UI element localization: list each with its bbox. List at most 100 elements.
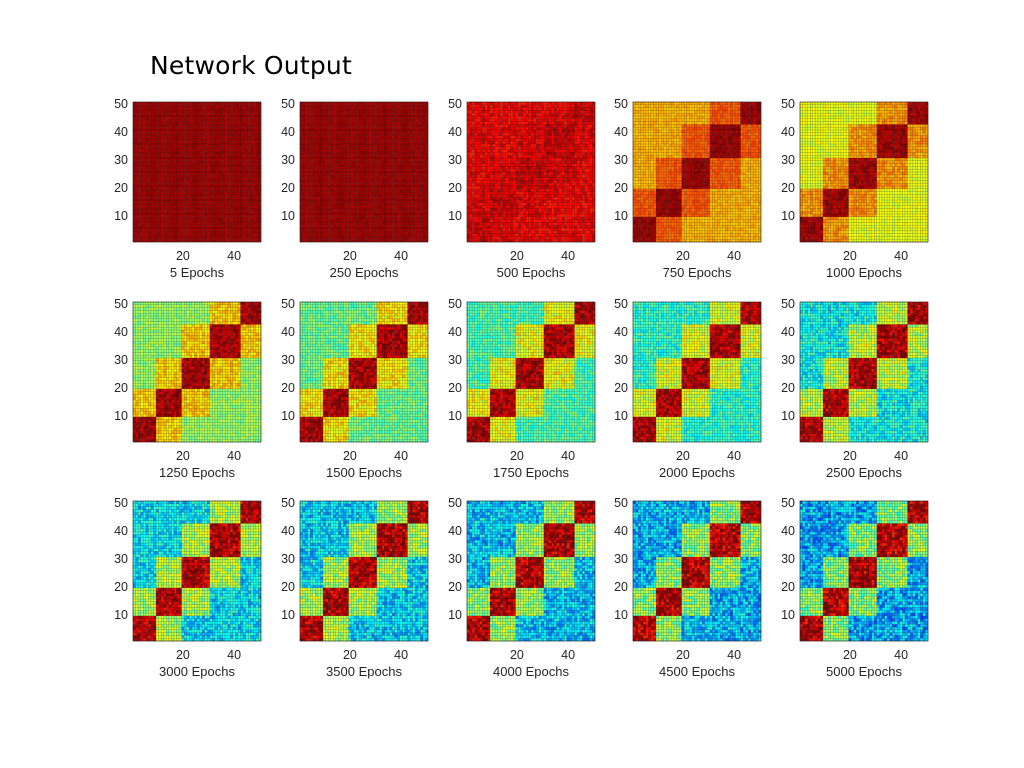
heatmap-cell	[251, 127, 254, 130]
heatmap-cell	[179, 225, 182, 228]
heatmap-cell	[136, 220, 139, 223]
heatmap-cell	[212, 180, 215, 183]
heatmap-cell	[258, 183, 261, 186]
heatmap-cell	[187, 150, 190, 153]
heatmap-cell	[425, 236, 428, 239]
heatmap-cell	[235, 222, 238, 225]
heatmap-cell	[159, 113, 162, 116]
heatmap-cell	[243, 138, 246, 141]
heatmap-cell	[246, 158, 249, 161]
heatmap-cell	[159, 169, 162, 172]
heatmap-cell	[187, 189, 190, 192]
heatmap-cell	[136, 203, 139, 206]
heatmap-cell	[243, 110, 246, 113]
heatmap-cell	[202, 178, 205, 181]
heatmap-cell	[141, 116, 144, 119]
heatmap-cell	[192, 194, 195, 197]
heatmap-cell	[202, 189, 205, 192]
heatmap-cell	[159, 178, 162, 181]
heatmap-cell	[156, 200, 159, 203]
heatmap-cell	[171, 164, 174, 167]
heatmap-cell	[402, 234, 405, 237]
heatmap-cell	[215, 200, 218, 203]
heatmap-cell	[177, 220, 180, 223]
heatmap-cell	[246, 225, 249, 228]
heatmap-cell	[143, 239, 146, 242]
heatmap-cell	[156, 169, 159, 172]
heatmap-cell	[241, 186, 244, 189]
heatmap-panel-5: 102030405020 405 Epochs	[114, 97, 261, 280]
heatmap-cell	[246, 178, 249, 181]
heatmap-cell	[248, 166, 251, 169]
heatmap-cell	[212, 183, 215, 186]
heatmap-cell	[215, 220, 218, 223]
heatmap-cell	[141, 147, 144, 150]
heatmap-cell	[161, 138, 164, 141]
heatmap-cell	[164, 130, 167, 133]
heatmap-cell	[179, 200, 182, 203]
heatmap-cell	[251, 119, 254, 122]
heatmap-cell	[161, 192, 164, 195]
heatmap-cell	[230, 228, 233, 231]
heatmap-cell	[215, 155, 218, 158]
heatmap-cell	[179, 110, 182, 113]
heatmap-cell	[171, 208, 174, 211]
heatmap-cell	[225, 119, 228, 122]
heatmap-cell	[241, 194, 244, 197]
heatmap-cell	[169, 130, 172, 133]
heatmap-cell	[197, 180, 200, 183]
heatmap-cell	[230, 192, 233, 195]
heatmap-cell	[156, 152, 159, 155]
heatmap-cell	[194, 147, 197, 150]
heatmap-cell	[235, 147, 238, 150]
heatmap-cell	[184, 155, 187, 158]
heatmap-cell	[182, 158, 185, 161]
heatmap-cell	[331, 234, 334, 237]
heatmap-cell	[171, 158, 174, 161]
heatmap-cell	[141, 200, 144, 203]
heatmap-cell	[194, 133, 197, 136]
heatmap-cell	[202, 214, 205, 217]
heatmap-cell	[243, 208, 246, 211]
heatmap-cell	[202, 144, 205, 147]
heatmap-cell	[141, 214, 144, 217]
heatmap-cell	[241, 211, 244, 214]
heatmap-cell	[164, 197, 167, 200]
heatmap-cell	[210, 234, 213, 237]
heatmap-cell	[253, 144, 256, 147]
heatmap-cell	[153, 203, 156, 206]
heatmap-cell	[251, 220, 254, 223]
heatmap-cell	[207, 164, 210, 167]
heatmap-cell	[374, 234, 377, 237]
heatmap-cell	[194, 214, 197, 217]
heatmap-cell	[200, 189, 203, 192]
heatmap-cell	[184, 175, 187, 178]
heatmap-cell	[248, 155, 251, 158]
heatmap-cell	[241, 130, 244, 133]
heatmap-cell	[256, 150, 259, 153]
heatmap-cell	[171, 206, 174, 209]
heatmap-cell	[217, 214, 220, 217]
heatmap-cell	[138, 231, 141, 234]
heatmap-cell	[171, 192, 174, 195]
heatmap-cell	[230, 164, 233, 167]
heatmap-cell	[202, 130, 205, 133]
heatmap-cell	[179, 228, 182, 231]
heatmap-cell	[258, 180, 261, 183]
heatmap-cell	[171, 116, 174, 119]
heatmap-cell	[151, 169, 154, 172]
heatmap-cell	[161, 222, 164, 225]
heatmap-cell	[238, 183, 241, 186]
heatmap-cell	[159, 183, 162, 186]
heatmap-cell	[171, 108, 174, 111]
heatmap-cell	[210, 183, 213, 186]
heatmap-cell	[217, 136, 220, 139]
heatmap-cell	[207, 211, 210, 214]
heatmap-cell	[184, 214, 187, 217]
heatmap-cell	[246, 192, 249, 195]
heatmap-cell	[248, 211, 251, 214]
heatmap-cell	[258, 141, 261, 144]
heatmap-cell	[174, 217, 177, 220]
heatmap-cell	[225, 150, 228, 153]
heatmap-cell	[258, 175, 261, 178]
